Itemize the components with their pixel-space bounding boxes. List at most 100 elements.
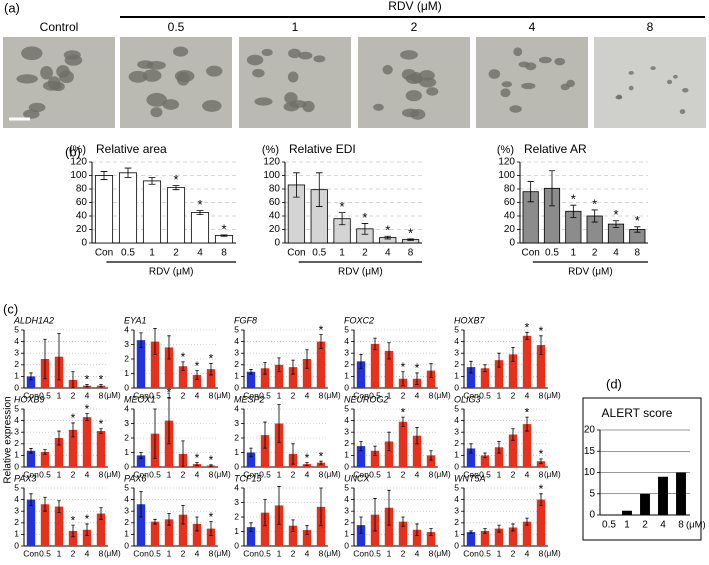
error-bar xyxy=(291,519,295,532)
bar xyxy=(164,519,174,546)
y-tick-label: 4 xyxy=(344,336,349,346)
y-tick-label: 4 xyxy=(344,494,349,504)
y-tick-label: 0 xyxy=(124,540,129,550)
y-tick-label: 120 xyxy=(498,157,515,168)
significance-marker: * xyxy=(181,350,186,364)
error-bar xyxy=(209,464,213,467)
significance-marker: * xyxy=(362,210,367,225)
error-bar xyxy=(57,333,61,381)
bar xyxy=(494,360,504,388)
error-bar xyxy=(305,525,309,535)
y-tick-label: 60 xyxy=(76,197,88,208)
error-bar xyxy=(71,422,75,438)
error-bar xyxy=(483,452,487,459)
chart-title: OLIG3 xyxy=(454,394,481,404)
x-tick-label: 2 xyxy=(401,469,406,479)
error-bar xyxy=(359,353,363,369)
significance-marker: * xyxy=(197,197,202,212)
error-bar xyxy=(148,177,156,185)
y-tick-label: 3 xyxy=(124,505,129,515)
y-tick-label: 4 xyxy=(124,403,129,413)
y-tick-label: 5 xyxy=(454,403,459,413)
error-bar xyxy=(548,170,556,207)
x-tick-label: 8 xyxy=(539,390,544,400)
y-tick-label: 3 xyxy=(14,505,19,515)
error-bar xyxy=(483,528,487,534)
bar xyxy=(260,512,270,546)
y-tick-label: 0 xyxy=(234,461,239,471)
chart-title: Relative area xyxy=(96,142,167,156)
bar xyxy=(246,527,256,546)
error-bar xyxy=(359,516,363,534)
bar xyxy=(480,368,490,388)
error-bar xyxy=(511,347,515,362)
y-tick-label: 4 xyxy=(234,482,239,492)
error-bar xyxy=(181,361,185,371)
significance-marker: * xyxy=(209,510,214,524)
aggregate xyxy=(287,71,299,83)
aggregate xyxy=(513,47,523,57)
chart-title: HOXB9 xyxy=(14,394,45,404)
chart-title: FGF8 xyxy=(234,315,257,325)
y-tick-label: 5 xyxy=(124,482,129,492)
error-bar xyxy=(319,460,323,465)
bar xyxy=(40,504,50,546)
bar xyxy=(142,180,162,244)
significance-marker: * xyxy=(592,196,597,211)
x-tick-label: 8 xyxy=(209,469,214,479)
y-tick-label: 4 xyxy=(344,415,349,425)
error-bar xyxy=(591,209,598,223)
y-tick-label: 0 xyxy=(274,238,280,249)
y-tick-label: 2 xyxy=(344,438,349,448)
error-bar xyxy=(263,362,267,375)
y-tick-label: 2 xyxy=(344,359,349,369)
x-tick-label: 0.5 xyxy=(39,390,51,400)
bar xyxy=(166,187,186,244)
x-tick-label: Con xyxy=(23,548,39,558)
error-bar xyxy=(415,523,419,536)
y-tick-label: 60 xyxy=(269,197,281,208)
bar xyxy=(150,341,160,388)
y-tick-label: 4 xyxy=(454,415,459,425)
x-tick-label: 2 xyxy=(401,548,406,558)
x-tick-label: 8 xyxy=(221,248,227,259)
x-tick-label: 1 xyxy=(339,248,345,259)
error-bar xyxy=(249,447,253,458)
x-tick-label: Con xyxy=(463,469,479,479)
x-tick-label: 0.5 xyxy=(259,548,271,558)
y-tick-label: 4 xyxy=(14,494,19,504)
y-tick-label: 40 xyxy=(269,211,281,222)
bar xyxy=(26,450,36,467)
error-bar xyxy=(387,431,391,452)
bar xyxy=(136,455,146,467)
y-tick-label: 100 xyxy=(70,170,87,181)
error-bar xyxy=(539,493,543,506)
x-unit-label: (μM) xyxy=(104,470,121,479)
x-tick-label: 1 xyxy=(497,390,502,400)
y-tick-label: 3 xyxy=(344,505,349,515)
panel-label: (b) xyxy=(65,144,81,159)
chart-title: UNCX xyxy=(344,473,370,483)
bar xyxy=(82,529,92,546)
aggregate xyxy=(202,100,222,112)
error-bar xyxy=(277,486,281,525)
aggregate xyxy=(313,55,326,63)
significance-marker: * xyxy=(85,373,90,387)
bar xyxy=(426,370,436,388)
y-tick-label: 15 xyxy=(584,446,596,457)
image-label: Control xyxy=(40,20,79,34)
aggregate xyxy=(405,73,423,84)
chart-title: WNT5A xyxy=(454,473,486,483)
x-tick-label: Con xyxy=(243,390,259,400)
y-tick-label: 3 xyxy=(124,418,129,428)
x-tick-label: 4 xyxy=(305,390,310,400)
bar xyxy=(658,476,668,515)
x-unit-label: (μM) xyxy=(544,391,561,400)
y-tick-label: 0 xyxy=(124,461,129,471)
error-bar xyxy=(415,427,419,445)
y-tick-label: 80 xyxy=(76,184,88,195)
aggregate xyxy=(146,92,168,107)
error-bar xyxy=(209,362,213,376)
x-tick-label: 2 xyxy=(71,469,76,479)
x-tick-label: 0.5 xyxy=(121,248,135,259)
